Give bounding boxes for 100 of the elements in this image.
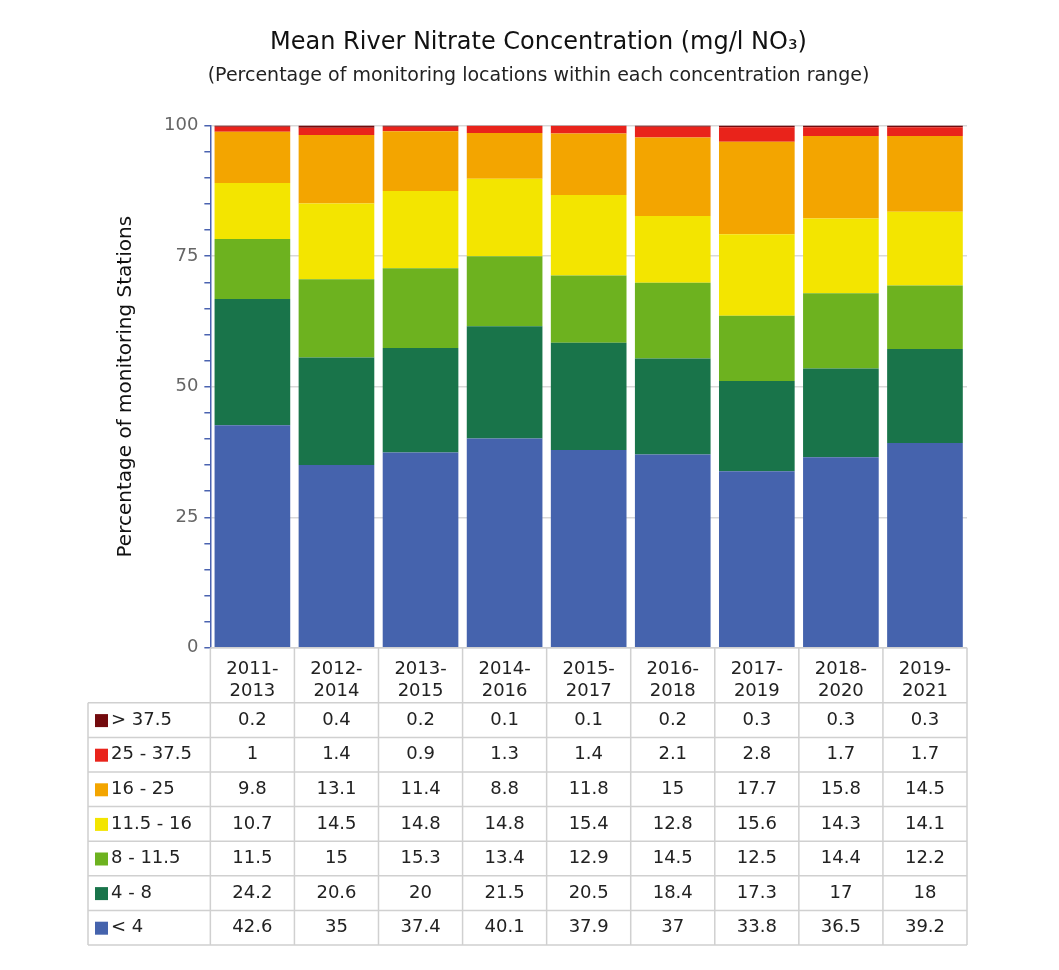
data-label: 0.3 [910, 707, 940, 729]
data-label: 0.2 [658, 707, 688, 729]
data-label: 1.7 [826, 742, 856, 764]
data-label: 1.4 [574, 742, 603, 764]
data-label: 35 [325, 915, 348, 937]
data-label: 1 [246, 742, 259, 764]
data-label: 11.5 [232, 846, 273, 868]
legend-label: < 4 [111, 915, 144, 937]
bar [718, 141, 795, 235]
legend-label: 16 - 25 [111, 776, 175, 798]
x-tick-label: 2019-2021 [898, 657, 952, 700]
y-tick-label: 0 [186, 635, 199, 657]
bar [466, 438, 543, 648]
bar [550, 126, 627, 134]
data-label: 40.1 [484, 915, 525, 937]
data-label: 10.7 [232, 811, 273, 833]
data-label: 37 [661, 915, 685, 937]
bar [634, 215, 711, 283]
data-label: 24.2 [232, 880, 273, 902]
bar [803, 457, 879, 648]
bar [634, 126, 711, 138]
bar [550, 449, 627, 648]
x-tick-label: 2017-2019 [730, 657, 783, 700]
bar [887, 136, 963, 212]
bar [718, 380, 795, 472]
bar [466, 178, 543, 257]
y-tick-label: 75 [175, 243, 199, 265]
data-label: 15 [661, 776, 685, 798]
legend-label: 4 - 8 [111, 880, 152, 902]
bar [298, 135, 375, 204]
bar [550, 275, 627, 343]
bar [214, 298, 291, 426]
data-label: 14.8 [400, 811, 441, 833]
legend-label: 8 - 11.5 [111, 846, 181, 868]
data-label: 0.2 [406, 707, 435, 729]
bar [382, 268, 459, 349]
data-label: 1.7 [910, 742, 940, 764]
bar [298, 465, 375, 648]
bar [887, 443, 963, 648]
bar [382, 452, 459, 648]
data-label: 18.4 [652, 880, 693, 902]
data-label: 14.4 [820, 846, 861, 868]
bar [466, 326, 543, 439]
data-label: 0.1 [490, 707, 519, 729]
data-label: 14.8 [484, 811, 525, 833]
data-label: 0.3 [742, 707, 772, 729]
x-tick-label: 2014-2016 [478, 657, 531, 700]
x-tick-label: 2016-2018 [646, 657, 699, 700]
data-label: 12.9 [568, 846, 609, 868]
data-label: 2.1 [658, 742, 688, 764]
bar [466, 126, 543, 133]
data-label: 36.5 [820, 915, 861, 937]
bar [214, 425, 291, 648]
data-label: 14.1 [904, 811, 945, 833]
x-tick-label: 2018-2020 [814, 657, 868, 700]
bar [634, 454, 711, 648]
data-label: 17.3 [736, 880, 777, 902]
bar [634, 137, 711, 216]
x-tick-label: 2011-2013 [226, 657, 279, 700]
data-label: 8.8 [490, 776, 519, 798]
data-label: 17 [829, 880, 853, 902]
y-axis-title: Percentage of monitoring Stations [112, 215, 137, 558]
data-label: 17.7 [736, 776, 777, 798]
data-label: 14.3 [820, 811, 861, 833]
bar [718, 315, 795, 381]
data-label: 13.1 [316, 776, 357, 798]
legend-label: 25 - 37.5 [111, 742, 192, 764]
bar [803, 127, 879, 137]
bar [382, 348, 459, 453]
bar [298, 125, 375, 128]
bar [214, 183, 291, 239]
bar [803, 218, 879, 294]
bar [634, 282, 711, 359]
bar [718, 234, 795, 316]
data-label: 2.8 [742, 742, 772, 764]
data-label: 20 [409, 880, 432, 902]
bar [550, 195, 627, 276]
bar [298, 203, 375, 280]
bar [214, 131, 291, 184]
bar [298, 127, 375, 135]
data-label: 0.2 [238, 707, 267, 729]
bar [887, 127, 963, 137]
data-label: 11.8 [568, 776, 609, 798]
data-label: 33.8 [736, 915, 777, 937]
bar [214, 126, 291, 132]
bar [298, 279, 375, 358]
bar [803, 136, 879, 219]
data-label: 21.5 [484, 880, 525, 902]
bar [718, 127, 795, 142]
data-label: 15 [325, 846, 348, 868]
data-label: 13.4 [484, 846, 525, 868]
data-label: 0.9 [406, 742, 435, 764]
bar [550, 133, 627, 196]
data-label: 12.2 [904, 846, 945, 868]
data-label: 15.4 [568, 811, 609, 833]
data-label: 14.5 [904, 776, 945, 798]
y-tick-label: 50 [175, 374, 199, 396]
bar [466, 256, 543, 327]
bar [887, 211, 963, 286]
data-label: 0.4 [322, 707, 351, 729]
